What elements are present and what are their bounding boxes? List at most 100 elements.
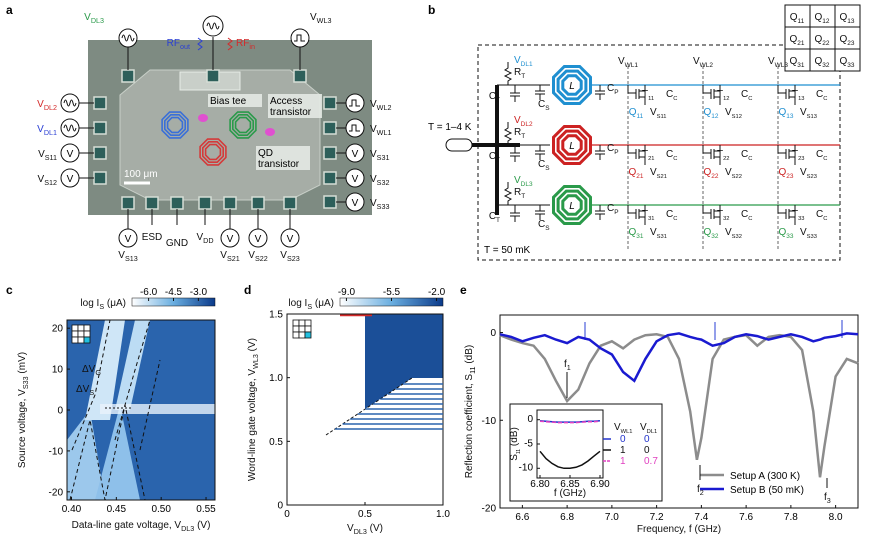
label-part: S12 xyxy=(44,178,57,187)
label-part: Q xyxy=(779,227,787,238)
label-part: Q xyxy=(815,56,823,67)
label: Q11 xyxy=(629,107,644,120)
label-part: V xyxy=(370,99,377,110)
label: T12 xyxy=(717,89,730,102)
label-part: R xyxy=(514,67,521,78)
temperature: T = 1–4 K xyxy=(428,122,472,133)
array-icon xyxy=(71,324,79,332)
resonance-label: f2 xyxy=(697,484,704,497)
label: VWL2 xyxy=(693,56,713,69)
label-part: S13 xyxy=(125,254,138,263)
label: CP xyxy=(607,83,619,96)
source-icon xyxy=(345,93,365,113)
y-tick-label: 20 xyxy=(52,324,64,335)
colorbar-tick-label: -9.0 xyxy=(338,287,356,298)
label-part: C xyxy=(741,149,748,160)
annotation-box xyxy=(256,146,310,170)
array-icon xyxy=(298,319,306,327)
source-icon xyxy=(280,228,300,248)
label-part: Q xyxy=(779,107,787,118)
label: VS13 xyxy=(118,250,137,263)
label-part: V xyxy=(693,56,700,67)
square-symbol xyxy=(349,124,360,132)
label-part: DL3 xyxy=(354,527,367,536)
label-part: C xyxy=(666,149,673,160)
y-tick-label: 0 xyxy=(527,414,533,425)
label: VS12 xyxy=(38,174,57,187)
label-part: S xyxy=(99,302,104,311)
label: VS21 xyxy=(220,250,239,263)
label-part: Q xyxy=(779,167,787,178)
panel-letter: c xyxy=(6,283,13,297)
heatmap-region xyxy=(365,314,443,409)
meter-symbol: V xyxy=(352,198,359,209)
label-part: ΔV xyxy=(82,364,96,375)
rf-squiggle xyxy=(227,37,233,51)
label-part: Q xyxy=(815,12,823,23)
label-part: C xyxy=(607,83,614,94)
label-part: C xyxy=(673,96,677,102)
label-part: V xyxy=(347,523,354,534)
label-part: V xyxy=(370,124,377,135)
label-part: S33 xyxy=(21,376,30,389)
label-part: DL2 xyxy=(44,103,57,112)
capacitor xyxy=(535,205,545,220)
label-part: S32 xyxy=(732,234,742,240)
label: T23 xyxy=(792,149,805,162)
label: CC xyxy=(666,209,677,222)
label-part: 2 xyxy=(700,488,704,497)
y-axis-label: S11 (dB) xyxy=(509,427,522,461)
label-part: V xyxy=(370,198,377,209)
array-icon xyxy=(292,325,300,333)
label: Q31 xyxy=(629,227,644,240)
label: Q12 xyxy=(704,107,719,120)
label-part: 33 xyxy=(798,216,804,222)
label-part: Reflection coefficient, S xyxy=(464,374,475,479)
label: CP xyxy=(607,143,619,156)
array-icon xyxy=(71,336,79,344)
label-part: R xyxy=(514,127,521,138)
label-part: Q xyxy=(704,227,712,238)
label-part: C xyxy=(607,203,614,214)
label-part: 12 xyxy=(723,96,729,102)
label-part: 13 xyxy=(786,113,794,120)
legend-label: 0 xyxy=(644,434,650,445)
label: VDL1 xyxy=(37,124,57,137)
label-part: V xyxy=(514,175,521,186)
label-part: T xyxy=(521,73,525,80)
label-part: T xyxy=(717,209,723,220)
y-tick-label: -20 xyxy=(482,504,497,515)
label-part: WL1 xyxy=(621,429,633,435)
square-symbol xyxy=(349,99,360,107)
label-part: V xyxy=(84,12,91,23)
label-part: S31 xyxy=(657,234,667,240)
label: T32 xyxy=(717,209,730,222)
label-part: C xyxy=(489,151,496,162)
label-part: V xyxy=(248,250,255,261)
label-part: T xyxy=(642,149,648,160)
label-part: 13 xyxy=(798,96,804,102)
x-tick-label: 0.55 xyxy=(196,504,216,515)
label-part: S31 xyxy=(377,153,390,162)
label-part: C xyxy=(607,143,614,154)
bias-tee-spot xyxy=(265,128,275,136)
matrix-cell xyxy=(834,48,861,72)
label-part: V xyxy=(38,174,45,185)
label-part: C xyxy=(748,156,752,162)
bond-pad xyxy=(293,69,307,83)
label: VS31 xyxy=(650,227,667,240)
bond-pad xyxy=(223,196,237,210)
resistor xyxy=(503,182,513,205)
label: CC xyxy=(816,209,827,222)
label: CC xyxy=(816,89,827,102)
rf-squiggle xyxy=(197,37,203,51)
label-part: Word-line gate voltage, V xyxy=(247,369,258,481)
label-part: T xyxy=(642,89,648,100)
annotation: Access xyxy=(270,96,302,107)
label-part: V xyxy=(725,227,732,238)
label: RT xyxy=(514,67,525,80)
label-part: 21 xyxy=(648,156,654,162)
coil xyxy=(161,111,189,139)
label-part: S21 xyxy=(227,254,240,263)
label-part: 31 xyxy=(636,233,644,240)
